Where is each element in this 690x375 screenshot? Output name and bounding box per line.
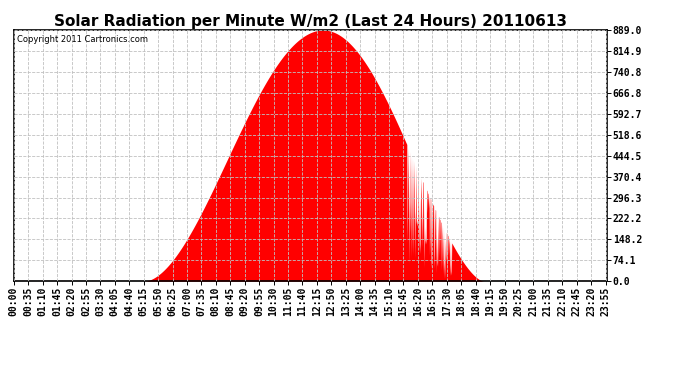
Title: Solar Radiation per Minute W/m2 (Last 24 Hours) 20110613: Solar Radiation per Minute W/m2 (Last 24… (54, 14, 567, 29)
Text: Copyright 2011 Cartronics.com: Copyright 2011 Cartronics.com (17, 35, 148, 44)
